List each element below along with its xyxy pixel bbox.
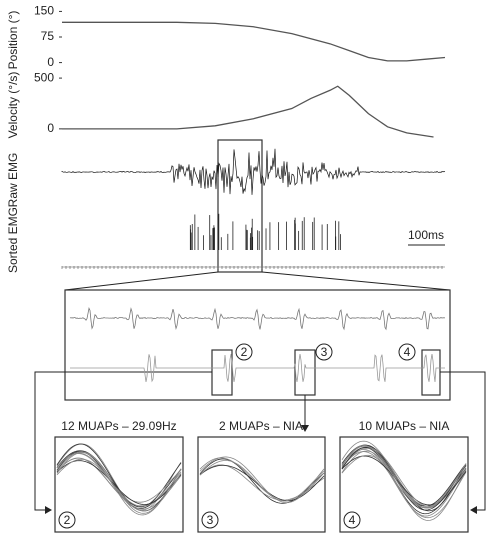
line-series (62, 85, 434, 138)
waveform (341, 448, 467, 519)
waveform (56, 452, 182, 516)
waveform (199, 460, 325, 502)
waveform (341, 451, 467, 509)
zoom-trace (70, 353, 445, 383)
sorted-emg-label: Sorted EMG (6, 207, 20, 273)
marker-label: 4 (404, 345, 411, 359)
arrow (440, 371, 486, 511)
y-tick-label: 0 (47, 121, 54, 135)
scale-label: 100ms (408, 228, 444, 242)
marker-circle (315, 343, 333, 361)
marker-circle (235, 343, 253, 361)
marker-circle (398, 343, 416, 361)
waveform (341, 445, 467, 508)
velocity-label: Velocity (°/s) (6, 72, 20, 139)
waveform (341, 454, 467, 509)
panel-title: 10 MUAPs – NIA (359, 419, 450, 433)
marker-circle (201, 511, 219, 529)
zoom-box (64, 289, 451, 401)
zoom-line (64, 271, 219, 291)
panel-title: 12 MUAPs – 29.09Hz (61, 419, 176, 433)
selection-box (217, 139, 263, 273)
marker-circle (343, 511, 361, 529)
waveform (341, 444, 467, 517)
raw-emg-label: Raw EMG (6, 153, 20, 208)
waveform (199, 464, 325, 502)
unit-box (421, 349, 441, 396)
waveform (341, 450, 467, 521)
marker-label: 3 (321, 345, 328, 359)
waveform-panel (197, 436, 326, 533)
waveform-panel (339, 436, 469, 533)
y-tick-label: 500 (34, 70, 54, 84)
raw-emg (61, 148, 446, 195)
waveform (56, 450, 182, 512)
arrowhead (470, 506, 477, 514)
waveform (199, 457, 325, 502)
waveform (199, 464, 325, 501)
waveform-panel (54, 436, 184, 533)
zoom-trace (69, 306, 446, 331)
waveform (199, 456, 325, 504)
panel-title: 2 MUAPs – NIA (219, 419, 303, 433)
y-tick-label: 0 (47, 55, 54, 69)
y-tick-label: 75 (41, 29, 55, 43)
y-tick-label: 150 (34, 4, 54, 18)
waveform (56, 457, 182, 510)
line-series (62, 21, 446, 62)
arrowhead (45, 506, 52, 514)
arrowhead (301, 425, 309, 432)
position-label: Position (°) (6, 11, 20, 70)
waveform (341, 444, 467, 512)
marker-label: 2 (241, 345, 248, 359)
zoom-line (261, 271, 451, 291)
panel-marker: 4 (349, 513, 356, 527)
marker-circle (58, 511, 76, 529)
waveform (56, 458, 182, 512)
panel-marker: 3 (207, 513, 214, 527)
arrow (34, 371, 212, 511)
waveform (56, 460, 182, 505)
panel-marker: 2 (64, 513, 71, 527)
